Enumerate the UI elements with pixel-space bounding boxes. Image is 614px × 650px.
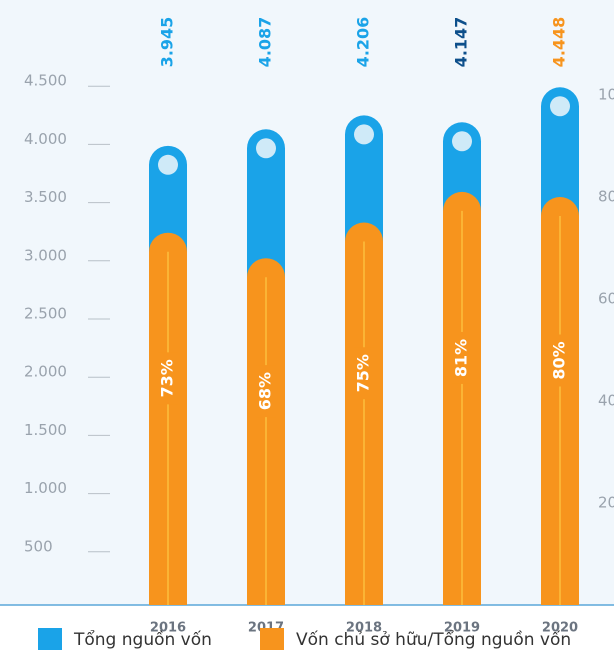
y-tick-label: 2.000 — [24, 363, 67, 381]
y2-tick-label: 20 — [598, 494, 614, 512]
bar-cap — [158, 154, 178, 175]
x-tick-label: 2018 — [346, 621, 382, 636]
pct-label: 75% — [354, 354, 373, 392]
y-tick-label: 2.500 — [24, 305, 67, 323]
pct-label: 81% — [452, 339, 471, 377]
x-tick-label: 2016 — [150, 621, 186, 636]
pct-label: 68% — [256, 372, 275, 410]
y2-tick-label: 40 — [598, 392, 614, 410]
y2-tick-label: 80 — [598, 188, 614, 206]
y-tick-label: 3.000 — [24, 246, 67, 264]
x-tick-label: 2020 — [542, 621, 578, 636]
y-tick-label: 4.000 — [24, 130, 67, 148]
y-tick-label: 3.500 — [24, 188, 67, 206]
bar-cap — [550, 96, 570, 117]
legend-swatch — [38, 628, 62, 650]
y-tick-label: 4.500 — [24, 72, 67, 90]
legend-label: Vốn chủ sở hữu/Tổng nguồn vốn — [296, 629, 571, 650]
bar-cap — [354, 124, 374, 145]
y-tick-label: 500 — [24, 537, 53, 555]
pct-bg — [452, 331, 472, 384]
legend-label: Tổng nguồn vốn — [73, 629, 212, 650]
pct-bg — [550, 334, 570, 387]
pct-bg — [256, 365, 276, 418]
y-tick-label: 1.500 — [24, 421, 67, 439]
value-label: 4.206 — [354, 17, 373, 68]
x-tick-label: 2019 — [444, 621, 480, 636]
y2-tick-label: 100 — [598, 86, 614, 104]
legend-swatch — [260, 628, 284, 650]
bar-cap — [256, 138, 276, 159]
pct-label: 80% — [550, 341, 569, 379]
plot-background — [0, 0, 614, 605]
value-label: 4.448 — [550, 17, 569, 68]
y2-tick-label: 60 — [598, 290, 614, 308]
pct-label: 73% — [158, 359, 177, 397]
value-label: 3.945 — [158, 17, 177, 68]
value-label: 4.087 — [256, 17, 275, 68]
y-tick-label: 1.000 — [24, 479, 67, 497]
value-label: 4.147 — [452, 17, 471, 68]
pct-bg — [158, 352, 178, 405]
bar-cap — [452, 131, 472, 152]
pct-bg — [354, 347, 374, 400]
